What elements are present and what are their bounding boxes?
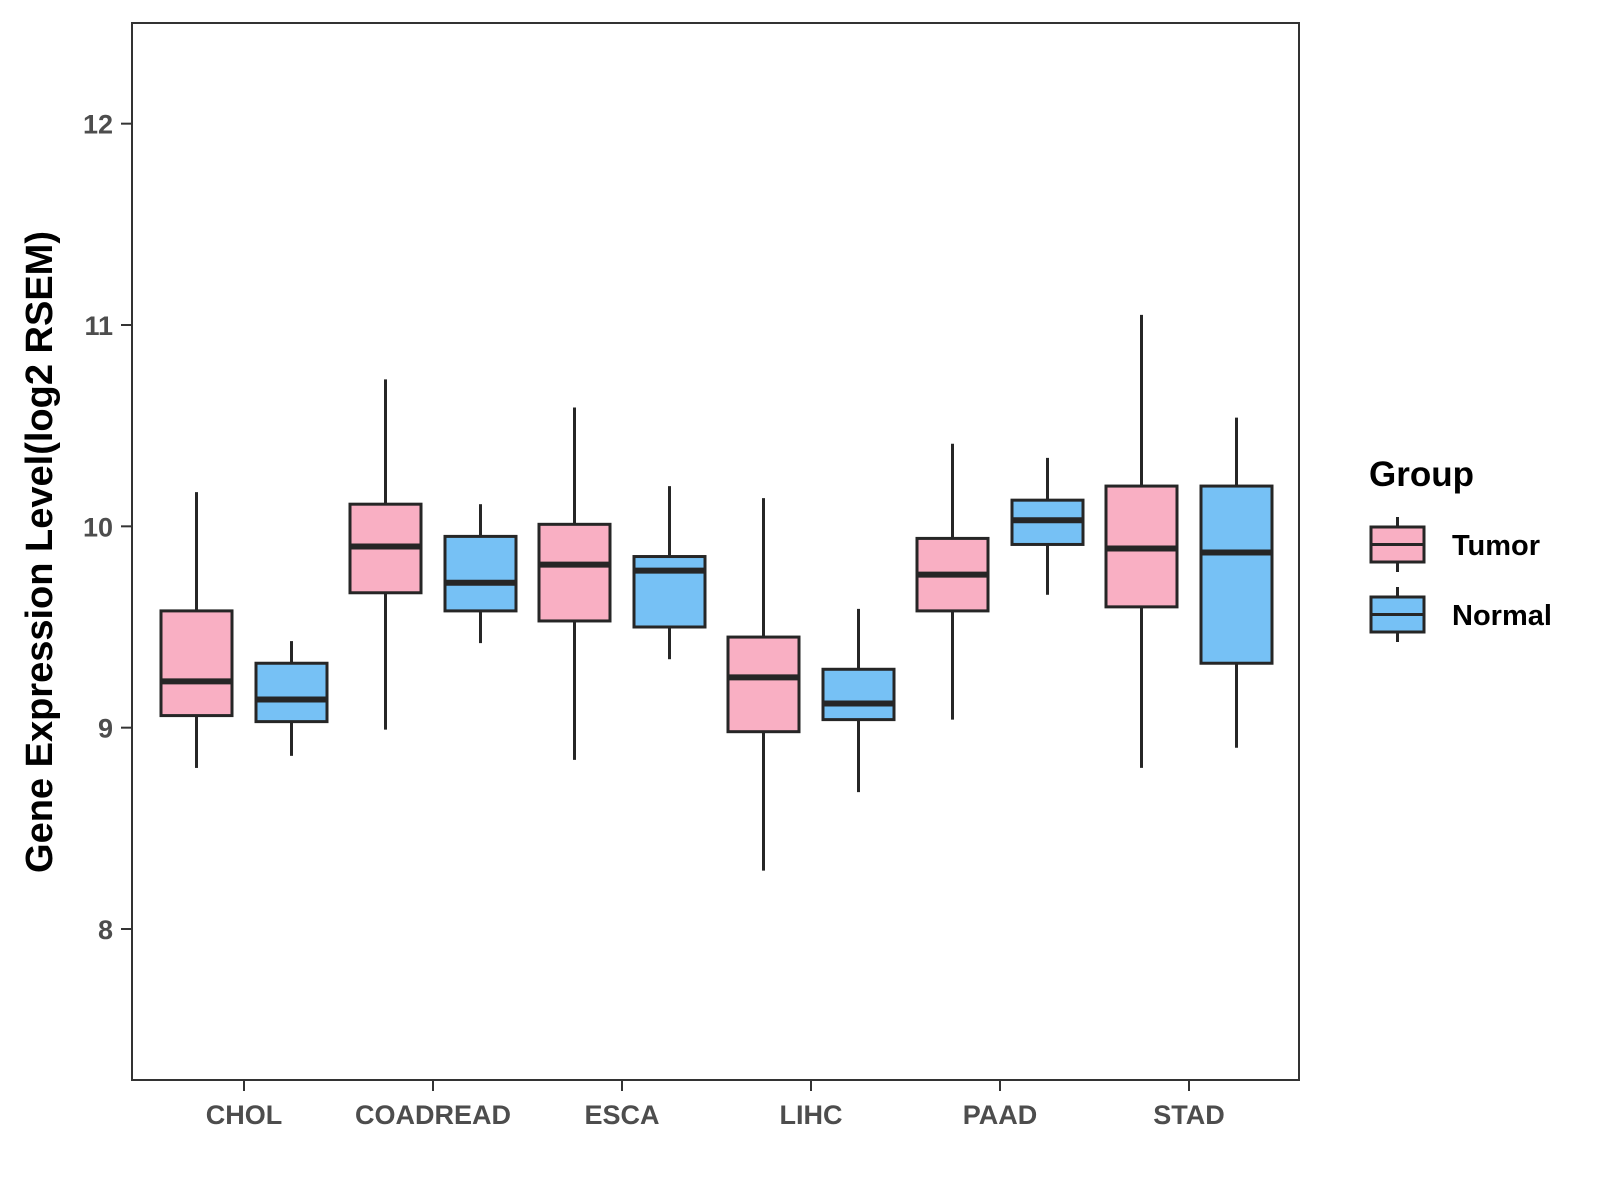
box-tumor-paad: [915, 443, 990, 720]
box-normal-lihc: [821, 608, 896, 793]
iqr-box-tumor-esca: [537, 522, 612, 623]
box-normal-chol: [254, 641, 329, 756]
x-tick-label-esca: ESCA: [584, 1100, 659, 1130]
legend-title: Group: [1369, 455, 1474, 494]
iqr-box-normal-coadread: [443, 534, 518, 613]
x-tick-label-coadread: COADREAD: [355, 1100, 511, 1130]
box-normal-coadread: [443, 504, 518, 644]
box-normal-esca: [632, 486, 707, 660]
x-tick-label-lihc: LIHC: [780, 1100, 843, 1130]
y-tick-label-8: 8: [98, 915, 113, 945]
box-tumor-lihc: [726, 498, 801, 871]
y-axis-title: Gene Expression Level(log2 RSEM): [19, 231, 61, 873]
y-tick-label-12: 12: [83, 110, 113, 140]
iqr-box-normal-lihc: [821, 667, 896, 722]
box-tumor-coadread: [348, 379, 423, 730]
iqr-box-tumor-lihc: [726, 635, 801, 734]
iqr-box-tumor-chol: [159, 609, 234, 718]
box-tumor-esca: [537, 407, 612, 760]
y-tick-label-11: 11: [84, 311, 113, 341]
y-tick-label-9: 9: [98, 714, 113, 744]
y-tick-label-10: 10: [83, 512, 113, 542]
iqr-box-normal-chol: [254, 661, 329, 724]
box-normal-stad: [1199, 417, 1274, 748]
plot-panel-border: [131, 22, 1300, 1081]
x-tick-label-chol: CHOL: [206, 1100, 283, 1130]
box-tumor-stad: [1104, 314, 1179, 768]
box-tumor-chol: [159, 492, 234, 768]
x-tick-label-paad: PAAD: [963, 1100, 1038, 1130]
iqr-box-normal-stad: [1199, 484, 1274, 665]
legend-item-tumor: Tumor: [1369, 517, 1540, 572]
x-tick-label-stad: STAD: [1153, 1100, 1225, 1130]
legend-label-tumor: Tumor: [1452, 530, 1540, 562]
legend: Group Tumor Normal: [1369, 455, 1552, 642]
box-normal-paad: [1010, 457, 1085, 595]
legend-item-normal: Normal: [1369, 587, 1552, 642]
legend-label-normal: Normal: [1452, 600, 1552, 632]
iqr-box-normal-esca: [632, 555, 707, 629]
